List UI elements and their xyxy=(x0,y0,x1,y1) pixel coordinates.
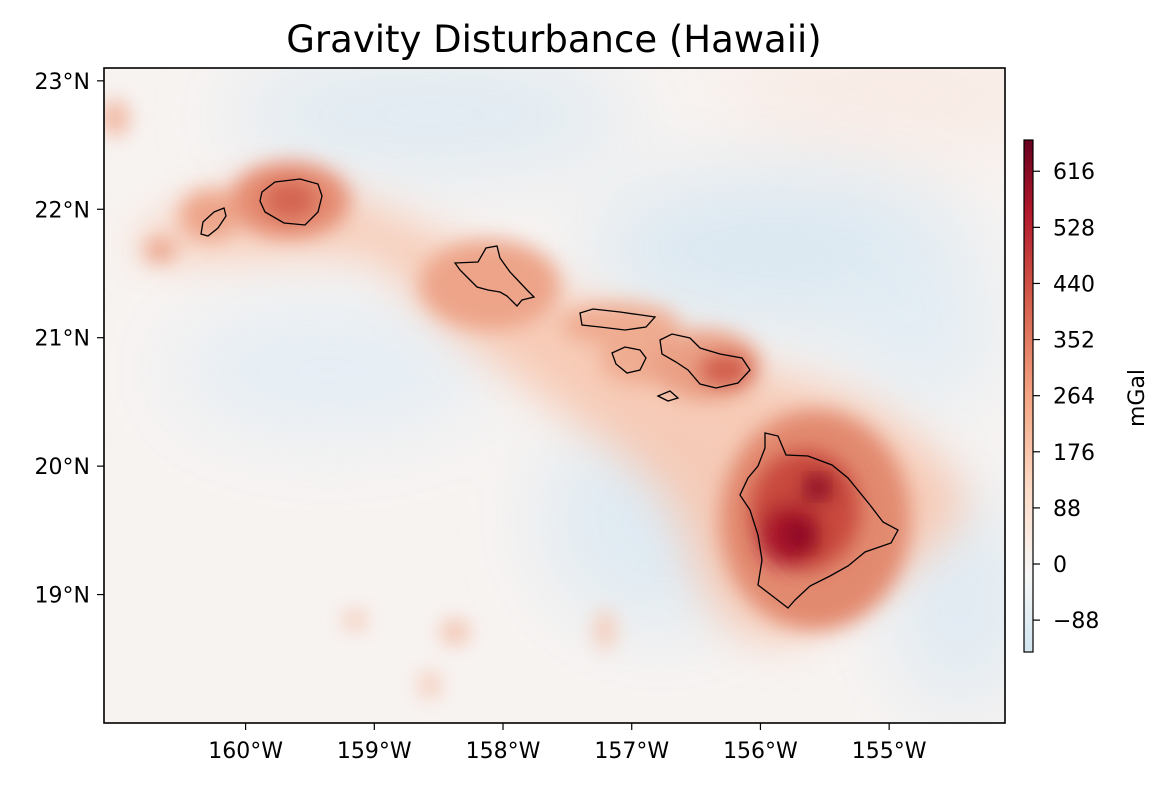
chart-title: Gravity Disturbance (Hawaii) xyxy=(286,18,821,61)
colorbar: −88 0 88 176 264 352 440 528 616 mGal xyxy=(1023,139,1150,653)
colorbar-tick-label: 0 xyxy=(1053,553,1067,578)
heatmap-field xyxy=(104,68,1005,723)
colorbar-tick-label: 616 xyxy=(1053,160,1095,185)
y-tick-label: 22°N xyxy=(35,198,90,223)
colorbar-tick-label: 176 xyxy=(1053,441,1095,466)
plot-frame xyxy=(103,67,1006,724)
y-axis-ticks: 19°N 20°N 21°N 22°N 23°N xyxy=(35,70,104,609)
colorbar-tick-label: −88 xyxy=(1053,609,1099,634)
colorbar-tick-label: 88 xyxy=(1053,497,1081,522)
colorbar-label: mGal xyxy=(1125,369,1150,427)
y-tick-label: 23°N xyxy=(35,70,90,95)
y-tick-label: 20°N xyxy=(35,455,90,480)
x-tick-label: 160°W xyxy=(208,739,283,764)
colorbar-gradient xyxy=(1023,139,1034,653)
x-tick-label: 155°W xyxy=(852,739,927,764)
x-tick-label: 157°W xyxy=(594,739,669,764)
x-axis-ticks: 160°W 159°W 158°W 157°W 156°W 155°W xyxy=(208,723,927,764)
y-tick-label: 21°N xyxy=(35,327,90,352)
coastlines xyxy=(200,178,899,609)
colorbar-tick-label: 440 xyxy=(1053,272,1095,297)
colorbar-ticks: −88 0 88 176 264 352 440 528 616 xyxy=(1033,160,1099,634)
y-tick-label: 19°N xyxy=(35,584,90,609)
x-tick-label: 158°W xyxy=(466,739,541,764)
colorbar-tick-label: 528 xyxy=(1053,216,1095,241)
colorbar-tick-label: 352 xyxy=(1053,329,1095,354)
x-tick-label: 159°W xyxy=(337,739,412,764)
colorbar-tick-label: 264 xyxy=(1053,385,1095,410)
x-tick-label: 156°W xyxy=(723,739,798,764)
